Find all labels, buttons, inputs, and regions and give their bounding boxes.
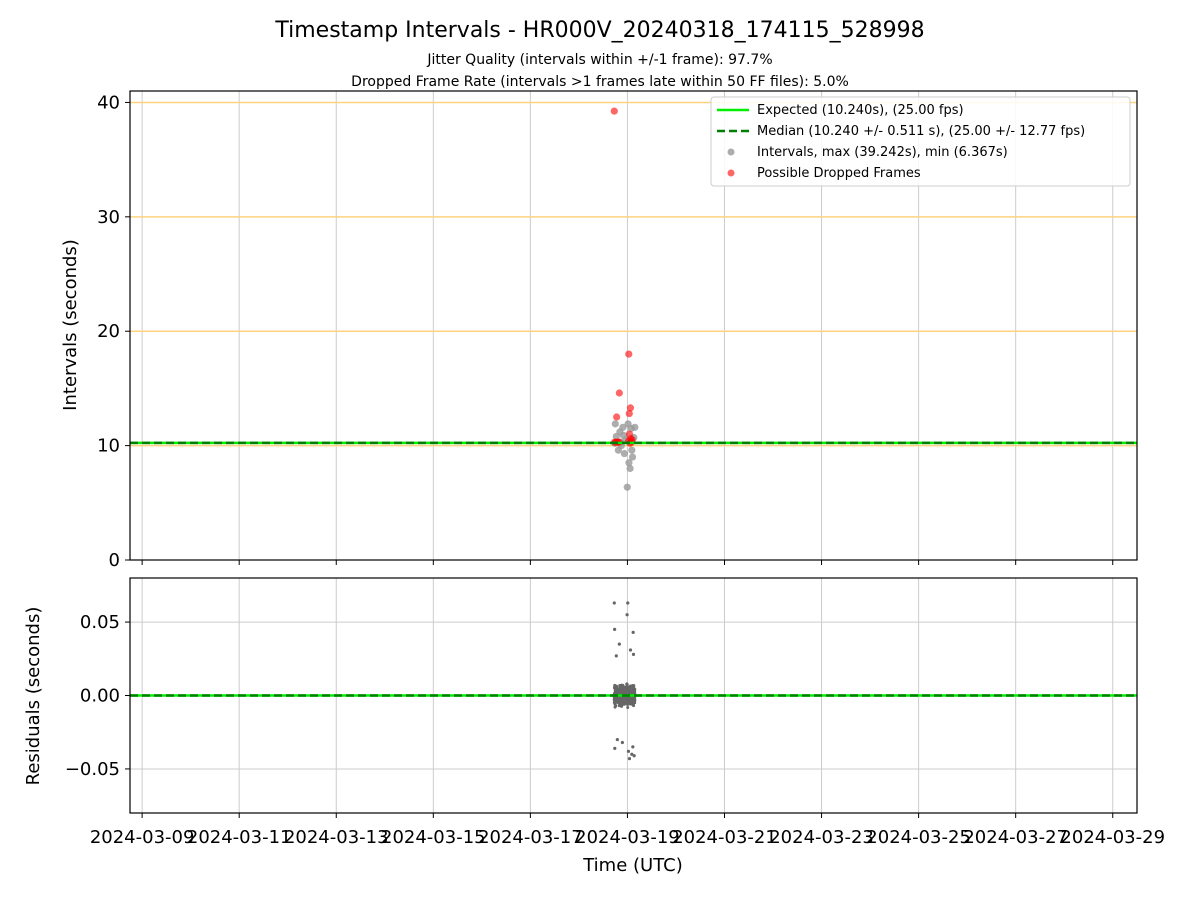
x-tick-label: 2024-03-27: [963, 827, 1068, 848]
residuals-panel: 0.050.00−0.05 2024-03-092024-03-112024-0…: [23, 577, 1165, 876]
residual-point: [623, 700, 627, 704]
intervals-x-ticks: [141, 560, 1114, 565]
dropped-frame-point: [625, 350, 633, 358]
residual-point: [631, 630, 635, 634]
x-tick-label: 2024-03-13: [284, 827, 389, 848]
intervals-y-ticks: 0 10 20 30 40: [97, 92, 130, 571]
chart-subtitle-jitter: Jitter Quality (intervals within +/-1 fr…: [426, 52, 772, 68]
residuals-y-ticks: 0.05 0.00 −0.05: [65, 612, 130, 780]
interval-point: [620, 450, 629, 458]
residual-point: [614, 704, 618, 708]
residual-point: [621, 702, 625, 706]
legend-median-label: Median (10.240 +/- 0.511 s), (25.00 +/- …: [757, 124, 1085, 139]
x-tick-label: 2024-03-11: [187, 827, 292, 848]
legend-intervals-label: Intervals, max (39.242s), min (6.367s): [757, 145, 1008, 160]
residuals-y-tick-label: 0.00: [80, 686, 120, 707]
legend-expected-label: Expected (10.240s), (25.00 fps): [757, 103, 964, 118]
interval-point: [611, 420, 619, 428]
residuals-y-tick-label: 0.05: [80, 612, 120, 633]
interval-point: [628, 453, 637, 461]
x-tick-label: 2024-03-21: [672, 827, 777, 848]
interval-point: [628, 446, 636, 454]
residual-point: [631, 745, 635, 749]
residual-point: [613, 699, 617, 703]
x-tick-label: 2024-03-23: [769, 827, 874, 848]
residual-point: [614, 654, 618, 658]
dropped-frame-point: [610, 107, 618, 115]
x-tick-label: 2024-03-09: [90, 827, 195, 848]
intervals-y-tick-label: 40: [97, 92, 120, 113]
interval-point: [626, 464, 634, 473]
residual-point: [621, 689, 625, 693]
residual-point: [613, 627, 617, 632]
interval-point: [625, 459, 633, 467]
x-tick-label: 2024-03-17: [478, 827, 583, 848]
dropped-frame-point: [615, 389, 623, 397]
x-tick-label: 2024-03-29: [1060, 827, 1165, 848]
chart-title: Timestamp Intervals - HR000V_20240318_17…: [274, 18, 924, 43]
intervals-legend: Expected (10.240s), (25.00 fps) Median (…: [710, 96, 1131, 187]
residual-point: [622, 698, 626, 702]
residual-point: [632, 754, 636, 758]
residual-point: [625, 613, 629, 617]
residual-point: [625, 686, 629, 690]
legend-intervals-swatch: [727, 148, 735, 156]
residual-point: [614, 689, 618, 693]
chart-subtitle-dropped: Dropped Frame Rate (intervals >1 frames …: [351, 74, 849, 90]
residual-point: [632, 684, 636, 688]
legend-box: [710, 96, 1131, 187]
residuals-y-tick-label: −0.05: [65, 759, 120, 780]
residual-point: [625, 689, 629, 693]
intervals-points: [610, 107, 639, 491]
intervals-panel: 0 10 20 30 40 Intervals (seconds) Expected (…: [60, 90, 1138, 571]
residual-point: [629, 684, 633, 688]
legend-dropped-label: Possible Dropped Frames: [757, 166, 921, 181]
interval-point: [619, 431, 627, 439]
residual-point: [616, 701, 620, 705]
residual-point: [619, 703, 623, 707]
residual-point: [628, 648, 633, 652]
residual-point: [620, 740, 624, 745]
residual-point: [632, 690, 636, 694]
x-tick-label: 2024-03-19: [575, 827, 680, 848]
intervals-y-tick-label: 20: [97, 321, 120, 342]
x-tick-label: 2024-03-15: [381, 827, 486, 848]
dropped-frame-point: [625, 409, 633, 418]
residual-point: [613, 746, 617, 750]
residual-point: [633, 698, 637, 702]
x-tick-label: 2024-03-25: [866, 827, 971, 848]
residual-point: [617, 642, 621, 646]
residual-point: [627, 757, 632, 761]
residual-point: [631, 652, 636, 656]
residual-point: [612, 601, 616, 605]
residual-point: [629, 699, 633, 703]
residual-point: [617, 690, 621, 694]
residual-point: [632, 687, 636, 691]
intervals-y-tick-label: 0: [109, 550, 120, 571]
residual-point: [626, 705, 630, 709]
residual-point: [619, 689, 623, 693]
intervals-y-axis-label: Intervals (seconds): [60, 239, 81, 411]
x-axis-label: Time (UTC): [582, 855, 683, 876]
intervals-axes-frame: [129, 90, 1138, 561]
residual-point: [615, 737, 619, 742]
residual-point: [625, 682, 629, 686]
dropped-frame-point: [626, 404, 635, 412]
residual-point: [630, 752, 634, 756]
interval-point: [623, 483, 631, 491]
legend-dropped-swatch: [727, 169, 735, 177]
residual-point: [626, 749, 631, 753]
residual-point: [620, 684, 624, 688]
dropped-frame-point: [613, 413, 621, 421]
residuals-y-axis-label: Residuals (seconds): [23, 607, 44, 786]
residual-point: [627, 702, 631, 706]
residual-point: [626, 601, 630, 605]
interval-point: [619, 423, 627, 431]
intervals-y-tick-label: 30: [97, 207, 120, 228]
residuals-x-ticks: 2024-03-092024-03-112024-03-132024-03-15…: [90, 813, 1165, 848]
intervals-y-tick-label: 10: [97, 436, 120, 457]
interval-point: [631, 423, 639, 431]
